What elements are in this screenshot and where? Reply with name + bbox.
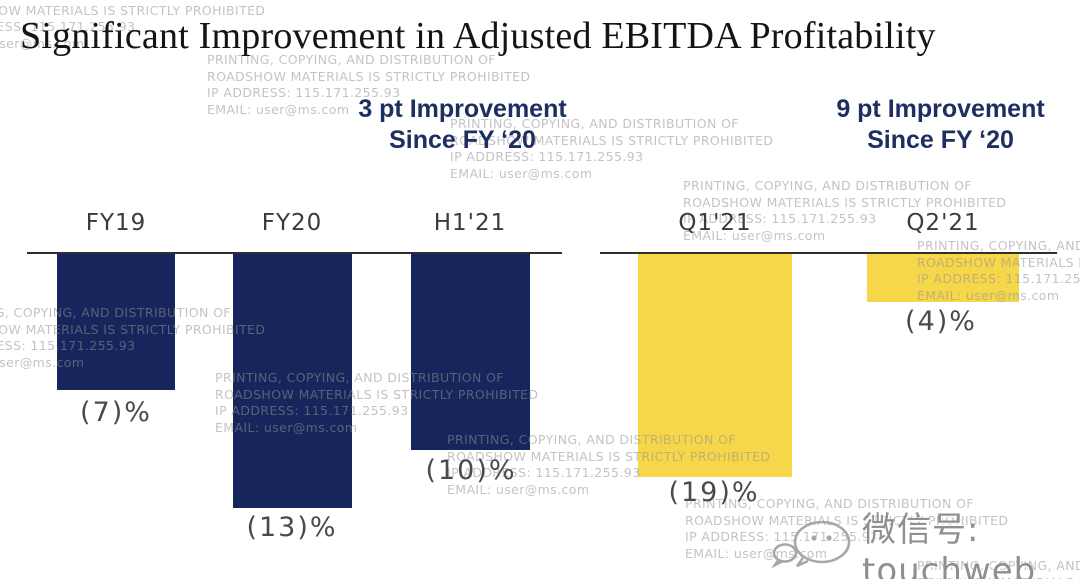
watermark-line: EMAIL: user@ms.com: [207, 101, 350, 117]
watermark-line: PRINTING, COPYING, AND DISTRIBUTION OF: [917, 558, 1080, 573]
watermark-line: ROADSHOW MATERIALS IS STRICTLY PROHIBITE…: [685, 512, 1009, 528]
wechat-icon: [770, 517, 856, 577]
bar-h1-21: [411, 254, 530, 450]
watermark-line: EMAIL: user@ms.com: [685, 545, 828, 561]
bar-fy20: [233, 254, 352, 508]
watermark-block: PRINTING, COPYING, AND DISTRIBUTION OF R…: [685, 496, 1008, 562]
watermark-line: ROADSHOW MATERIALS IS STRICTLY PROHIBITE…: [450, 132, 774, 148]
bar-fy19: [57, 254, 175, 390]
axis-baseline-right: [600, 252, 1057, 254]
watermark-line: ROADSHOW MATERIALS IS STRICTLY PROHIBITE…: [917, 254, 1080, 270]
watermark-line: PRINTING, COPYING, AND DISTRIBUTION OF: [450, 116, 739, 131]
watermark-line: PRINTING, COPYING, AND DISTRIBUTION OF: [683, 178, 972, 193]
value-label-fy20: (13)%: [246, 512, 338, 543]
annotation-left-line2: Since FY ‘20: [389, 126, 536, 154]
watermark-line: EMAIL: user@ms.com: [0, 354, 85, 370]
value-label-fy19: (7)%: [80, 397, 152, 428]
watermark-line: ROADSHOW MATERIALS IS STRICTLY PROHIBITE…: [0, 321, 266, 337]
watermark-line: IP ADDRESS: 115.171.255.93: [683, 211, 877, 226]
watermark-line: PRINTING, COPYING, AND DISTRIBUTION OF: [0, 0, 265, 3]
watermark-line: IP ADDRESS: 115.171.255.93: [685, 529, 879, 544]
watermark-block: PRINTING, COPYING, AND DISTRIBUTION OF R…: [207, 52, 530, 118]
watermark-block: PRINTING, COPYING, AND DISTRIBUTION OF R…: [917, 238, 1080, 304]
watermark-block: PRINTING, COPYING, AND DISTRIBUTION OF R…: [683, 178, 1006, 244]
watermark-line: IP ADDRESS: 115.171.255.93: [447, 465, 641, 480]
watermark-line: PRINTING, COPYING, AND DISTRIBUTION OF: [917, 238, 1080, 253]
watermark-line: EMAIL: user@ms.com: [917, 287, 1060, 303]
wechat-watermark: 微信号: touchweb: [770, 502, 1080, 579]
watermark-line: ROADSHOW MATERIALS IS STRICTLY PROHIBITE…: [917, 575, 1080, 579]
annotation-right-improvement: 9 pt Improvement Since FY ‘20: [813, 94, 1068, 156]
watermark-block: PRINTING, COPYING, AND DISTRIBUTION OF R…: [447, 432, 770, 498]
watermark-line: PRINTING, COPYING, AND DISTRIBUTION OF: [207, 52, 496, 67]
watermark-line: EMAIL: user@ms.com: [447, 481, 590, 497]
category-label-q1-21: Q1'21: [678, 210, 752, 236]
category-label-fy20: FY20: [261, 210, 323, 236]
annotation-right-line2: Since FY ‘20: [867, 126, 1014, 154]
watermark-line: EMAIL: user@ms.com: [0, 35, 85, 51]
watermark-line: PRINTING, COPYING, AND DISTRIBUTION OF: [0, 305, 231, 320]
value-label-q2-21: (4)%: [905, 306, 977, 337]
watermark-line: IP ADDRESS: 115.171.255.93: [0, 338, 136, 353]
watermark-line: EMAIL: user@ms.com: [683, 227, 826, 243]
axis-baseline-left: [27, 252, 562, 254]
watermark-line: PRINTING, COPYING, AND DISTRIBUTION OF: [215, 370, 504, 385]
page-title: Significant Improvement in Adjusted EBIT…: [20, 15, 936, 57]
watermark-line: PRINTING, COPYING, AND DISTRIBUTION OF: [447, 432, 736, 447]
category-label-h1-21: H1'21: [433, 210, 507, 236]
watermark-block: PRINTING, COPYING, AND DISTRIBUTION OF R…: [917, 558, 1080, 579]
annotation-right-line1: 9 pt Improvement: [836, 95, 1045, 123]
watermark-line: ROADSHOW MATERIALS IS STRICTLY PROHIBITE…: [0, 2, 266, 18]
watermark-line: ROADSHOW MATERIALS IS STRICTLY PROHIBITE…: [215, 386, 539, 402]
watermark-block: PRINTING, COPYING, AND DISTRIBUTION OF R…: [0, 305, 265, 371]
watermark-line: IP ADDRESS: 115.171.255.93: [917, 271, 1080, 286]
annotation-left-improvement: 3 pt Improvement Since FY ‘20: [335, 94, 590, 156]
watermark-line: EMAIL: user@ms.com: [215, 419, 358, 435]
category-label-fy19: FY19: [85, 210, 147, 236]
watermark-line: ROADSHOW MATERIALS IS STRICTLY PROHIBITE…: [683, 194, 1007, 210]
watermark-line: EMAIL: user@ms.com: [450, 165, 593, 181]
watermark-line: ROADSHOW MATERIALS IS STRICTLY PROHIBITE…: [207, 68, 531, 84]
annotation-left-line1: 3 pt Improvement: [358, 95, 567, 123]
value-label-q1-21: (19)%: [668, 477, 760, 508]
watermark-block: PRINTING, COPYING, AND DISTRIBUTION OF R…: [0, 0, 265, 52]
watermark-line: IP ADDRESS: 115.171.255.93: [450, 149, 644, 164]
watermark-block: PRINTING, COPYING, AND DISTRIBUTION OF R…: [215, 370, 538, 436]
value-label-h1-21: (10)%: [425, 455, 517, 486]
watermark-line: IP ADDRESS: 115.171.255.93: [207, 85, 401, 100]
watermark-block: PRINTING, COPYING, AND DISTRIBUTION OF R…: [450, 116, 773, 182]
watermark-line: IP ADDRESS: 115.171.255.93: [215, 403, 409, 418]
watermark-line: ROADSHOW MATERIALS IS STRICTLY PROHIBITE…: [447, 448, 771, 464]
wechat-label: 微信号: touchweb: [862, 510, 1037, 579]
bar-q2-21: [867, 254, 1019, 302]
watermark-line: PRINTING, COPYING, AND DISTRIBUTION OF: [685, 496, 974, 511]
watermark-line: IP ADDRESS: 115.171.255.93: [0, 19, 136, 34]
category-label-q2-21: Q2'21: [906, 210, 980, 236]
bar-q1-21: [638, 254, 792, 477]
